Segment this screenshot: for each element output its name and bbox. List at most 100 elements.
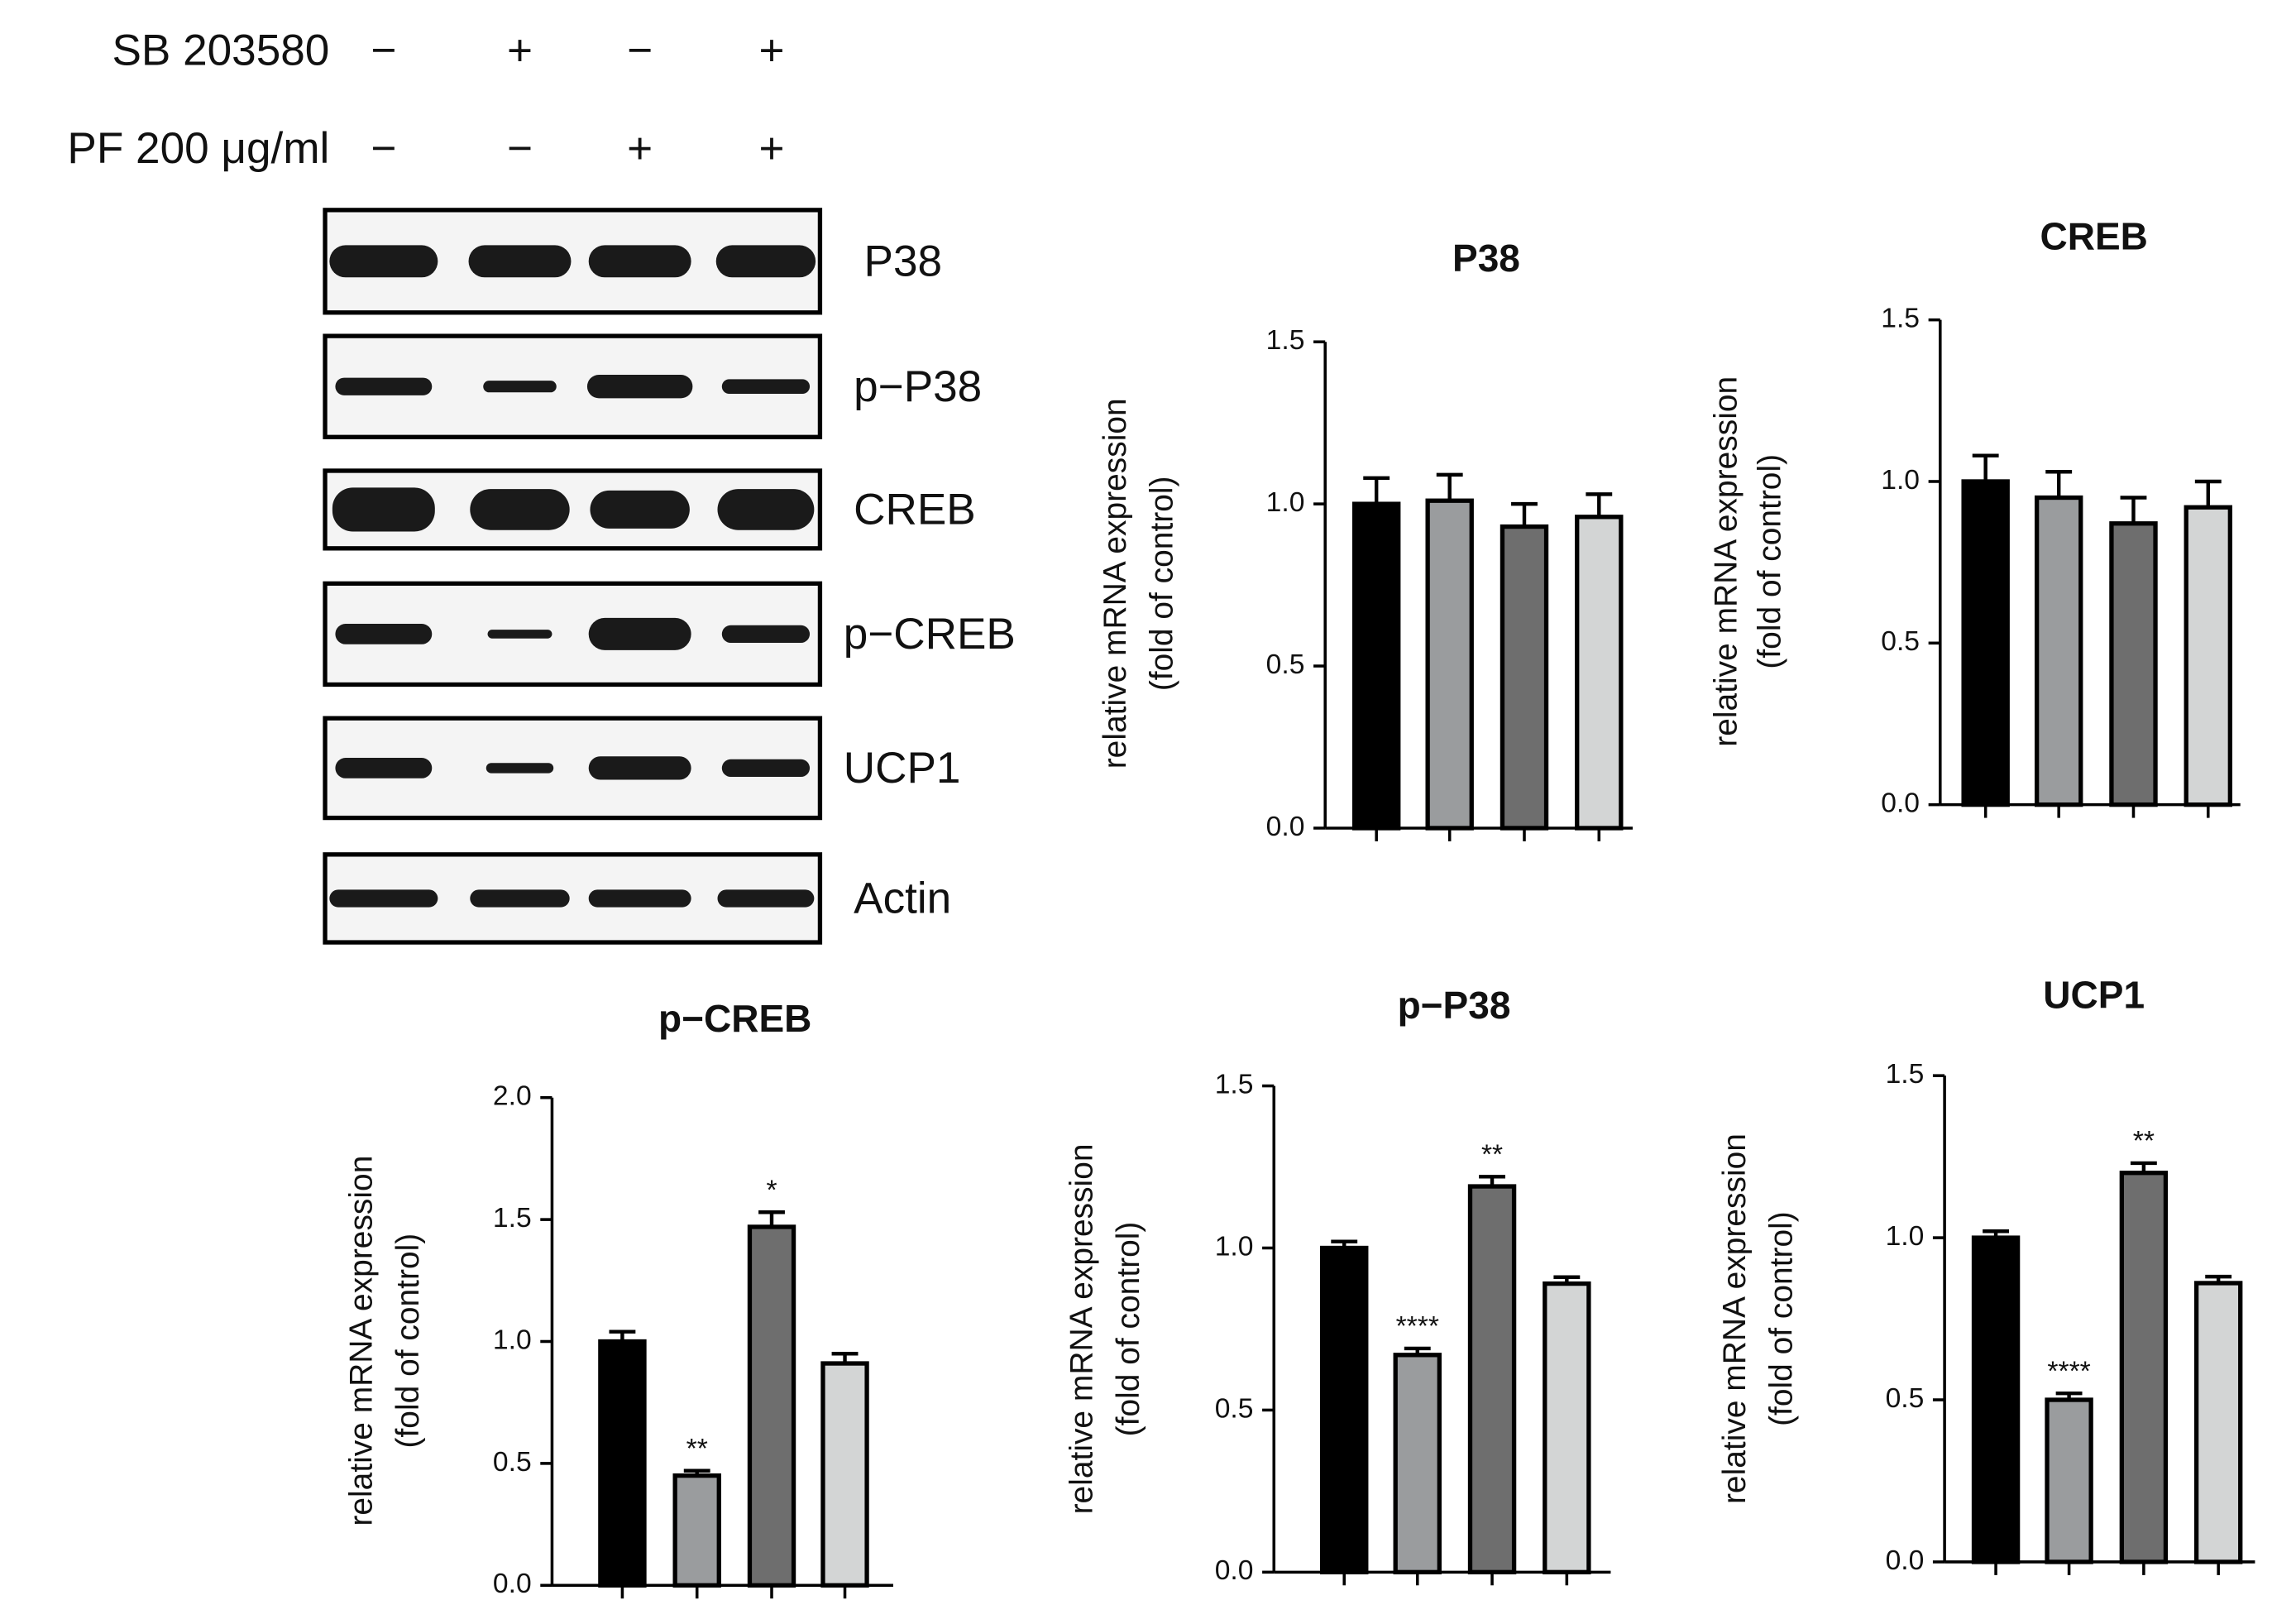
error-bar	[1972, 453, 1999, 481]
significance-label: **	[686, 1434, 708, 1464]
blot-band	[486, 763, 554, 774]
blot-band	[717, 889, 815, 908]
treatment-sign: −	[371, 26, 396, 74]
significance-label: **	[2133, 1126, 2155, 1157]
y-axis-label: (fold of control)	[1145, 476, 1180, 691]
y-tick-label: 1.5	[1881, 304, 1920, 334]
significance-label: ****	[1396, 1311, 1439, 1342]
blot-row-label: P38	[864, 237, 943, 285]
y-axis-label: (fold of control)	[390, 1234, 426, 1449]
y-tick-label: 0.0	[1266, 812, 1305, 842]
y-tick-label: 1.5	[493, 1203, 532, 1234]
bar	[2193, 1281, 2243, 1564]
bar	[1971, 1235, 2021, 1564]
y-tick-label: 2.0	[493, 1081, 532, 1112]
chart-title: p−CREB	[658, 997, 811, 1040]
treatment-sign: −	[507, 124, 533, 173]
treatment-label: PF 200 μg/ml	[67, 124, 329, 173]
y-tick-label: 1.0	[493, 1325, 532, 1355]
blot-band	[588, 245, 691, 278]
significance-label: ****	[2047, 1356, 2090, 1387]
blot-band	[468, 245, 572, 278]
blot-band	[717, 489, 815, 530]
y-axis-label: (fold of control)	[1111, 1222, 1146, 1437]
treatment-label: SB 203580	[112, 26, 330, 74]
error-bar	[1511, 501, 1538, 527]
blot-band	[721, 625, 811, 644]
y-tick-label: 1.0	[1266, 487, 1305, 518]
bar	[820, 1361, 869, 1588]
y-axis-label: relative mRNA expression	[343, 1156, 379, 1526]
chart-title: UCP1	[2043, 973, 2145, 1016]
bar	[2034, 495, 2083, 807]
treatment-sign: −	[627, 26, 653, 74]
y-tick-label: 0.5	[1881, 626, 1920, 657]
blot-band	[335, 377, 433, 395]
error-bar	[758, 1210, 785, 1227]
blot-row-label: CREB	[854, 485, 976, 534]
error-bar	[2045, 470, 2073, 498]
y-tick-label: 0.0	[1215, 1555, 1254, 1586]
blot-band	[590, 490, 690, 529]
blot-row-label: UCP1	[844, 744, 961, 793]
blot-band	[470, 889, 570, 908]
blot-row-label: p−CREB	[844, 610, 1016, 659]
significance-label: *	[766, 1175, 777, 1205]
bar	[1467, 1184, 1517, 1574]
blot-band	[335, 624, 433, 644]
chart-title: CREB	[2040, 214, 2147, 257]
bar	[2184, 505, 2232, 807]
y-axis-label: relative mRNA expression	[1717, 1133, 1753, 1504]
y-tick-label: 0.5	[1266, 649, 1305, 680]
blot-band	[715, 245, 816, 278]
bar	[1961, 479, 2010, 807]
treatment-sign: +	[507, 26, 533, 74]
treatment-sign: +	[758, 124, 784, 173]
bar	[1543, 1281, 1591, 1574]
y-tick-label: 0.0	[1886, 1545, 1925, 1576]
blot-band	[721, 379, 811, 395]
y-axis-label: relative mRNA expression	[1708, 376, 1744, 747]
bar	[1351, 501, 1401, 831]
y-axis-label: relative mRNA expression	[1098, 398, 1133, 769]
y-tick-label: 0.0	[493, 1569, 532, 1599]
y-tick-label: 0.5	[493, 1447, 532, 1478]
treatment-sign: +	[627, 124, 653, 173]
blot-band	[329, 245, 438, 278]
bar	[1575, 515, 1624, 831]
bar	[598, 1339, 647, 1588]
blot-row-label: p−P38	[854, 362, 982, 411]
error-bar	[1436, 472, 1463, 501]
blot-band	[483, 381, 557, 393]
bar	[1393, 1353, 1442, 1574]
bar	[1425, 498, 1474, 831]
bar	[1500, 524, 1549, 831]
error-bar	[2120, 496, 2147, 524]
treatment-sign: −	[371, 124, 396, 173]
blot-band	[588, 756, 691, 780]
y-tick-label: 1.0	[1881, 465, 1920, 496]
y-axis-label: (fold of control)	[1752, 454, 1787, 669]
blot-row-label: Actin	[854, 874, 951, 923]
bar	[1320, 1245, 1369, 1574]
blot-band	[335, 757, 433, 778]
chart-title: P38	[1452, 237, 1520, 280]
blot-band	[329, 889, 438, 908]
blot-band	[588, 617, 691, 650]
error-bar	[1586, 492, 1613, 517]
bar	[747, 1224, 796, 1588]
y-axis-label: (fold of control)	[1764, 1211, 1800, 1426]
blot-band	[588, 889, 691, 908]
blot-band	[721, 759, 811, 778]
y-tick-label: 1.5	[1266, 325, 1305, 356]
y-tick-label: 1.0	[1215, 1231, 1254, 1262]
y-tick-label: 0.5	[1886, 1383, 1925, 1414]
bar	[2119, 1171, 2169, 1564]
y-axis-label: relative mRNA expression	[1064, 1143, 1099, 1514]
y-tick-label: 1.5	[1215, 1069, 1254, 1099]
error-bar	[2194, 479, 2222, 508]
blot-band	[332, 487, 435, 532]
y-tick-label: 0.5	[1215, 1393, 1254, 1424]
blot-band	[487, 630, 552, 639]
